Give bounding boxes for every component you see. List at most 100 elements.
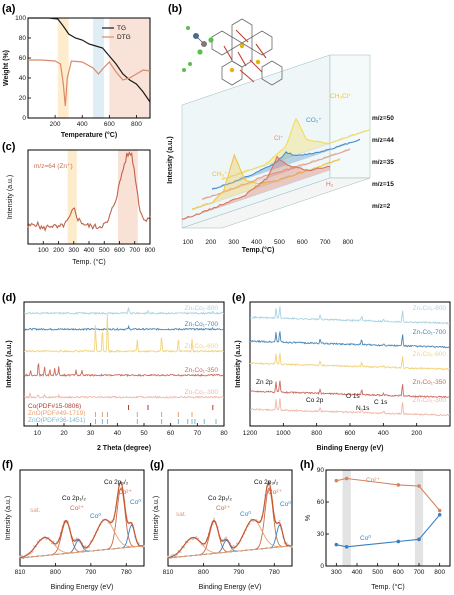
data-point — [84, 544, 87, 547]
x-tick-label: 100 — [38, 247, 49, 254]
data-point — [20, 554, 23, 557]
x-tick-label: 400 — [251, 239, 262, 246]
panel-d-axes — [23, 301, 225, 427]
panel-a-legend: TG DTG — [102, 25, 131, 41]
highlight-band — [109, 18, 150, 118]
series-fill — [222, 118, 370, 180]
y-tick-label: 90 — [317, 467, 325, 474]
peak-label: Co²⁺ — [268, 489, 282, 496]
panel-d-xlabel: 2 Theta (degree) — [97, 445, 151, 452]
species-label: CH₃Cl⁺ — [330, 93, 352, 100]
series-label: m/z=2 — [372, 203, 391, 210]
x-tick-label: 700 — [129, 247, 140, 254]
panel-a-ylabel: Weight (%) — [3, 50, 10, 86]
series-m-z-50 — [221, 117, 371, 180]
x-tick-label: 600 — [393, 569, 404, 576]
molecule-illustration-icon — [182, 18, 283, 86]
panel-g-ylabel: Intensity (a.u.) — [153, 496, 160, 540]
x-tick-label: 200 — [53, 247, 64, 254]
xrd-series — [23, 392, 225, 399]
x-tick-label: 600 — [114, 247, 125, 254]
fit-component — [19, 521, 144, 559]
x-tick-label: 800 — [145, 247, 156, 254]
x-tick-label: 300 — [68, 247, 79, 254]
y-tick-label: 60 — [19, 55, 27, 62]
fit-component — [19, 519, 144, 559]
series-label: Zn₇Co₁-350 — [185, 367, 219, 374]
y-tick-label: 0 — [320, 563, 324, 570]
peak-label: Co 2p₁/₂ — [62, 495, 86, 502]
data-point — [195, 535, 198, 538]
x-tick-label: 400 — [378, 430, 389, 437]
x-tick-label: 20 — [60, 430, 68, 437]
panel-a: (a) 200 400 600 800 0 20 40 60 80 100 TG DTG Temp… — [2, 3, 151, 139]
x-tick-label: 300 — [331, 569, 342, 576]
fit-envelope — [167, 481, 292, 559]
series-label: Zn₇Co₁-700 — [185, 321, 219, 328]
panel-d: (d) Zn₇Co₁-800 Zn₇Co₁-700 Zn₇Co₁-600 Zn₇Co₁… — [2, 292, 228, 452]
data-point — [232, 544, 235, 547]
fit-component — [167, 537, 292, 559]
panel-h: (h) 300 400 500 600 700 800 0 30 60 90 Co²⁺ Co⁰ Te… — [300, 459, 451, 591]
x-tick-label: 810 — [163, 569, 174, 576]
series-label: Zn₇Co₁-300 — [185, 389, 219, 396]
series-label: m/z=35 — [372, 159, 394, 166]
peak-label: Co⁰ — [280, 500, 291, 508]
x-tick-label: 700 — [414, 569, 425, 576]
series-fill — [182, 156, 330, 220]
y-tick-label: 40 — [19, 75, 27, 82]
series-label: Zn₇Co₁-600 — [413, 351, 447, 358]
xps-series — [249, 380, 450, 399]
panel-d-label: (d) — [2, 292, 16, 304]
panel-g-label: (g) — [150, 459, 164, 471]
x-tick-label: 600 — [345, 430, 356, 437]
panel-f-label: (f) — [2, 459, 13, 471]
data-point — [344, 545, 349, 549]
x-tick-label: 800 — [311, 430, 322, 437]
y-tick-label: 80 — [19, 35, 27, 42]
species-label: CH₃⁺ — [212, 171, 228, 178]
panel-f-axes — [19, 469, 145, 567]
x-tick-label: 400 — [84, 247, 95, 254]
peak-label: Co²⁺ — [118, 489, 132, 496]
series-dtg — [28, 59, 151, 107]
panel-a-xlabel: Temperature (°C) — [61, 131, 117, 139]
x-tick-label: 200 — [205, 239, 216, 246]
x-tick-label: 200 — [411, 430, 422, 437]
x-tick-label: 800 — [198, 569, 209, 576]
reference-label: ZnO(PDF#49-1719) — [28, 410, 85, 417]
peak-label: N 1s — [356, 405, 370, 412]
data-point — [417, 484, 421, 488]
data-point — [278, 519, 281, 522]
panel-h-ylabel: % — [305, 515, 312, 521]
series-m-z-15 — [191, 153, 341, 210]
series-label: Zn₇Co₁-800 — [413, 305, 447, 312]
series-tg — [28, 17, 151, 103]
data-point — [45, 538, 48, 541]
panel-b: (b) — [167, 3, 394, 254]
legend-dtg: DTG — [117, 34, 131, 41]
panel-e: (e) Zn₇Co₁-800 Zn₇Co₁-700 Zn₇Co₁-600 Zn₇Co₁… — [232, 292, 451, 452]
data-point — [437, 508, 442, 513]
data-point — [73, 538, 76, 541]
panel-g: (g) Co 2p₃/₂ Co 2p₁/₂ Co²⁺ Co⁰ Co²⁺ Co⁰ sat. 81… — [150, 459, 293, 591]
panel-a-label: (a) — [2, 3, 16, 15]
reference-label: Co(PDF#15-0806) — [28, 403, 81, 410]
series-label: Zn₇Co₁-350 — [413, 379, 447, 386]
x-tick-label: 780 — [269, 569, 280, 576]
x-tick-label: 1200 — [243, 430, 258, 437]
panel-h-xlabel: Temp. (°C) — [371, 583, 405, 591]
data-point — [396, 539, 401, 544]
x-tick-label: 10 — [34, 430, 42, 437]
y-tick-label: 60 — [317, 499, 325, 506]
xps-series — [249, 331, 451, 349]
series-label: Co²⁺ — [366, 477, 380, 484]
xrd-series — [23, 324, 225, 331]
panel-c-xlabel: Temp. (°C) — [72, 258, 106, 266]
panel-c-label: (c) — [2, 141, 16, 153]
peak-label: C 1s — [374, 399, 388, 406]
highlight-band — [57, 18, 69, 118]
series-label: Zn₇Co₁-700 — [413, 329, 447, 336]
panel-g-axes — [167, 469, 293, 567]
panel-e-label: (e) — [232, 292, 246, 304]
